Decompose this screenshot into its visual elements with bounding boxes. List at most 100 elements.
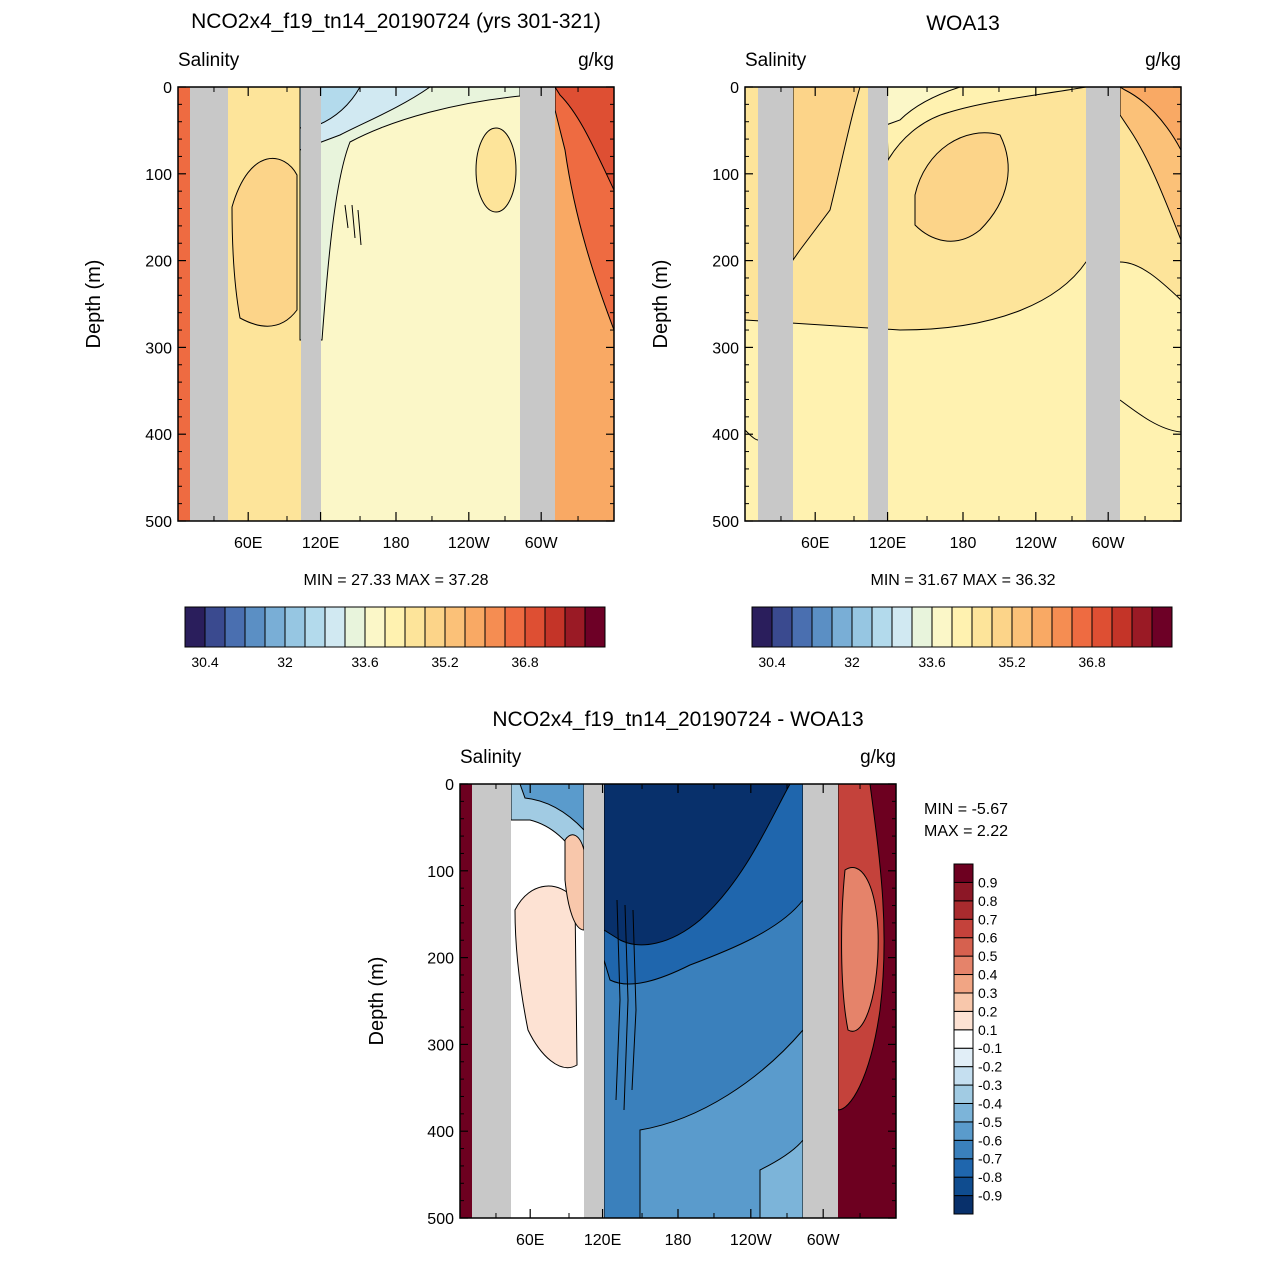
colorbar-swatch: [204, 606, 226, 648]
panel-observations-contour-field: [745, 87, 1181, 521]
panel-observations-title: WOA13: [926, 12, 1000, 35]
observations-ytick-label: 400: [712, 427, 739, 444]
colorbar-swatch: [484, 606, 506, 648]
model-xtick-label: 120W: [448, 535, 491, 552]
colorbar-swatch: [953, 1158, 974, 1178]
obs-contour-deep-line: [1119, 399, 1181, 433]
colorbar-swatch: [953, 1047, 974, 1068]
colorbar-swatch: [953, 900, 974, 920]
colorbar-label: -0.6: [978, 1132, 1002, 1148]
difference-ytick-label: 400: [427, 1124, 454, 1141]
colorbar-swatch: [911, 606, 933, 648]
panel-difference-title: NCO2x4_f19_tn14_20190724 - WOA13: [492, 708, 863, 731]
colorbar-swatch: [951, 606, 973, 648]
colorbar-swatch: [1151, 606, 1173, 648]
colorbar-label: -0.7: [978, 1151, 1002, 1167]
diff-contour-indian-fresh-core: [519, 784, 585, 832]
colorbar-swatch: [953, 1084, 974, 1104]
colorbar-swatch: [1091, 606, 1113, 648]
colorbar-swatch: [953, 881, 974, 902]
colorbar-label: 0.5: [978, 948, 998, 964]
colorbar-swatch: [244, 606, 266, 648]
colorbar-swatch: [891, 606, 913, 648]
colorbar-label: -0.5: [978, 1114, 1002, 1130]
colorbar-swatch: [953, 992, 974, 1012]
colorbar-swatch: [953, 863, 974, 883]
panel-difference-units-label: g/kg: [860, 747, 896, 768]
obs-contour-indian-max: [792, 87, 861, 262]
difference-ytick-label: 500: [427, 1211, 454, 1228]
panel-model-title: NCO2x4_f19_tn14_20190724 (yrs 301-321): [191, 10, 601, 33]
diff-contour-indian-salty: [514, 885, 578, 1068]
model-xtick-label: 180: [383, 535, 410, 552]
colorbar-label: 0.4: [978, 967, 998, 983]
diff-contour-noise: [615, 899, 637, 1111]
colorbar-label: 0.3: [978, 985, 998, 1001]
colorbar-swatch: [953, 1195, 974, 1215]
colorbar-label: 0.8: [978, 893, 998, 909]
panel-observations-y-axis-label: Depth (m): [650, 260, 672, 349]
diff-region-west-atlantic: [460, 784, 472, 1218]
observations-xtick-label: 60W: [1092, 535, 1126, 552]
difference-xtick-label: 120E: [584, 1232, 621, 1249]
colorbar-swatch: [1111, 606, 1133, 648]
colorbar-swatch: [953, 937, 974, 957]
colorbar-label: 0.9: [978, 874, 998, 890]
diff-land-africa: [472, 784, 511, 1218]
model-ytick-label: 200: [145, 254, 172, 271]
observations-xtick-label: 120W: [1015, 535, 1058, 552]
colorbar-swatch: [1131, 606, 1153, 648]
model-contour-pacific-max: [475, 127, 517, 213]
panel-difference-min: MIN = -5.67: [924, 801, 1008, 818]
panel-observations: WOA13 Salinity g/kg Depth (m) 0 100 200 300…: [650, 12, 1182, 670]
panel-model-units-label: g/kg: [578, 50, 614, 71]
diff-land-indonesia: [584, 784, 604, 1218]
model-land-americas: [520, 87, 555, 521]
model-ytick-label: 500: [145, 514, 172, 531]
observations-xtick-label: 120E: [869, 535, 906, 552]
colorbar-swatch: [444, 606, 466, 648]
model-ytick-label: 0: [163, 80, 172, 97]
colorbar-label: 30.4: [758, 654, 785, 670]
colorbar-swatch: [953, 1121, 974, 1141]
colorbar-label: 30.4: [191, 654, 218, 670]
colorbar-label: 35.2: [431, 654, 458, 670]
colorbar-swatch: [953, 1029, 974, 1049]
colorbar-swatch: [953, 955, 974, 976]
model-land-indonesia: [301, 87, 321, 521]
colorbar-label: 36.8: [1078, 654, 1105, 670]
colorbar-swatch: [1051, 606, 1073, 648]
colorbar-label: 33.6: [918, 654, 945, 670]
difference-ytick-label: 300: [427, 1037, 454, 1054]
observations-ytick-label: 200: [712, 254, 739, 271]
panel-model-contour-field: [178, 87, 614, 521]
colorbar-swatch: [304, 606, 326, 648]
diff-contour-atlantic-salty-core: [841, 867, 879, 1032]
colorbar-swatch: [771, 606, 793, 648]
difference-xtick-label: 120W: [730, 1232, 773, 1249]
colorbar-swatch: [953, 918, 974, 939]
colorbar-swatch: [404, 606, 426, 648]
colorbar-swatch: [971, 606, 993, 648]
observations-ytick-label: 300: [712, 340, 739, 357]
colorbar-swatch: [851, 606, 873, 648]
colorbar-swatch: [953, 1176, 974, 1197]
obs-land-indonesia: [868, 87, 888, 521]
observations-ytick-label: 500: [712, 514, 739, 531]
colorbar-swatch: [544, 606, 566, 648]
colorbar-swatch: [953, 1066, 974, 1086]
colorbar-swatch: [953, 1139, 974, 1160]
colorbar-swatch: [1011, 606, 1033, 648]
colorbar-swatch: [564, 606, 586, 648]
diff-land-americas: [803, 784, 838, 1218]
panel-difference-colorbar: 0.9 0.8 0.7 0.6 0.5 0.4 0.3 0.2 0.1 -0.1 -0.2 -0.3 -…: [953, 863, 1002, 1215]
model-ytick-label: 300: [145, 340, 172, 357]
panel-model-variable-label: Salinity: [178, 50, 240, 71]
colorbar-swatch: [504, 606, 526, 648]
panel-model-axes: 0 100 200 300 400 500 60E 120E 180 120W 60W: [145, 80, 614, 552]
colorbar-swatch: [953, 1102, 974, 1123]
colorbar-label: -0.2: [978, 1059, 1002, 1075]
colorbar-swatch: [811, 606, 833, 648]
